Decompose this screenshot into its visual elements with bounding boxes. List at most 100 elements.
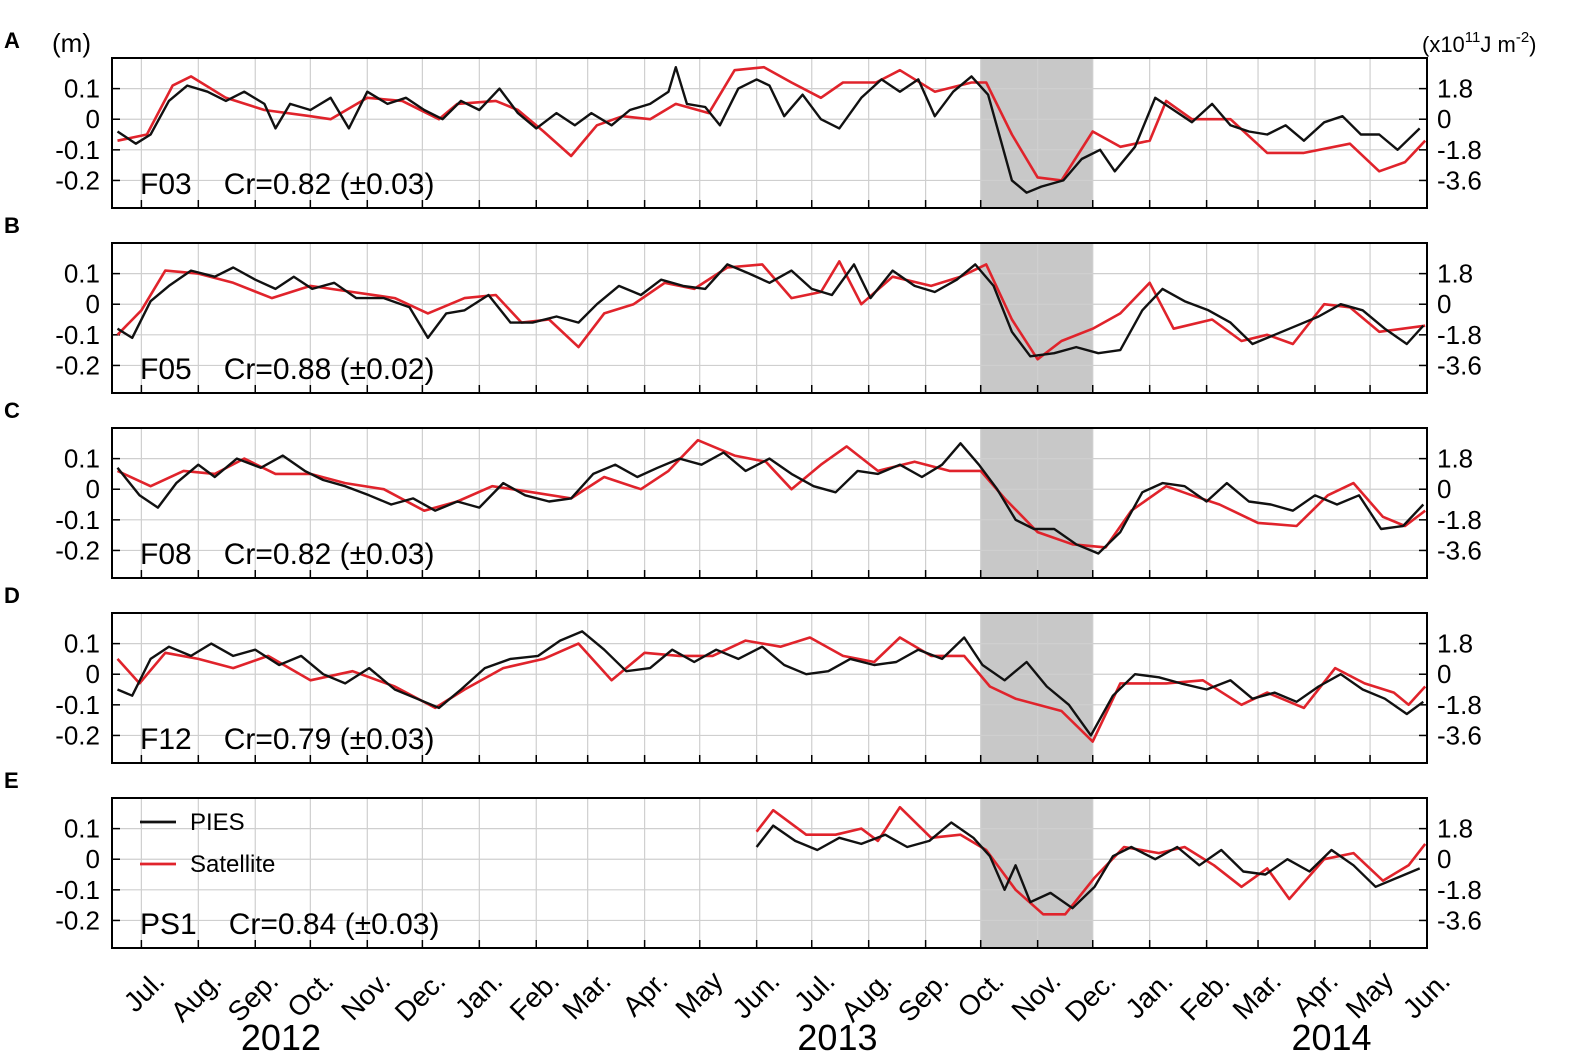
correlation-error: 0.03) (371, 908, 439, 941)
plot-frame (111, 242, 1428, 394)
station-label: F12 (140, 723, 192, 756)
right-axis-unit: (x1011J m-2) (1422, 29, 1537, 57)
month-label: Jun. (1397, 965, 1456, 1024)
plot-frame (111, 57, 1428, 209)
highlight-period (980, 798, 1093, 948)
plus-minus-symbol: ± (350, 538, 366, 571)
plot-area (112, 798, 1427, 948)
plus-minus-symbol: ± (355, 908, 371, 941)
unit-base: (x10 (1422, 32, 1465, 57)
month-label: Dec. (1059, 965, 1122, 1028)
correlation-error: 0.03) (366, 723, 434, 756)
y-tick-label-right: -1.8 (1437, 135, 1482, 165)
y-tick-label-right: 1.8 (1437, 74, 1473, 104)
month-label: Mar. (556, 965, 616, 1025)
correlation-error: 0.03) (366, 538, 434, 571)
month-label: Apr. (617, 965, 674, 1022)
legend: PIES Satellite (140, 809, 275, 878)
plot-area (112, 243, 1427, 393)
series-satellite-line (117, 65, 1427, 182)
unit-mid: J m (1480, 32, 1515, 57)
panel-letter: D (4, 583, 20, 608)
y-tick-label-right: 1.8 (1437, 444, 1473, 474)
month-label: Jun. (726, 965, 785, 1024)
y-tick-label: 0 (86, 659, 100, 689)
unit-tail: ) (1529, 32, 1536, 57)
correlation-label: Cr=0.84 ( (229, 908, 355, 941)
y-tick-label: -0.2 (55, 905, 100, 935)
series-satellite-line (116, 260, 1426, 361)
correlation-label: Cr=0.79 ( (224, 723, 350, 756)
y-tick-label-right: 0 (1437, 844, 1451, 874)
month-label: Jan. (449, 965, 508, 1024)
year-label: 2014 (1291, 1017, 1371, 1058)
y-tick-label-right: -3.6 (1437, 905, 1482, 935)
y-tick-label-right: -3.6 (1437, 165, 1482, 195)
series-pies-line (116, 65, 1421, 194)
y-tick-label: -0.1 (55, 690, 100, 720)
station-annotation: PS1 Cr=0.84 (±0.03) (140, 908, 439, 941)
y-tick-label: -0.1 (55, 875, 100, 905)
y-tick-label-right: -1.8 (1437, 875, 1482, 905)
station-label: PS1 (140, 908, 197, 941)
station-annotation: F05 Cr=0.88 (±0.02) (140, 353, 434, 386)
legend-label-pies: PIES (190, 809, 245, 836)
series-pies-line (116, 442, 1425, 555)
correlation-label: Cr=0.82 ( (224, 168, 350, 201)
y-tick-label: 0 (86, 474, 100, 504)
y-tick-label: 0 (86, 104, 100, 134)
y-tick-label-right: -1.8 (1437, 690, 1482, 720)
month-label: Feb. (504, 965, 566, 1027)
y-tick-label-right: -1.8 (1437, 320, 1482, 350)
panel-letter: A (4, 28, 20, 53)
y-tick-label: -0.2 (55, 350, 100, 380)
highlight-period (980, 613, 1093, 763)
y-tick-label: -0.2 (55, 165, 100, 195)
highlight-period (980, 243, 1093, 393)
station-annotation: F12 Cr=0.79 (±0.03) (140, 723, 434, 756)
y-tick-label: -0.1 (55, 320, 100, 350)
series-pies-line (755, 821, 1421, 910)
station-label: F05 (140, 353, 192, 386)
month-label: Jan. (1119, 965, 1178, 1024)
plot-area (112, 58, 1427, 208)
plot-frame (111, 427, 1428, 579)
y-tick-label: 0 (86, 289, 100, 319)
y-tick-label: 0.1 (64, 259, 100, 289)
series-pies-line (116, 263, 1425, 358)
month-label: Feb. (1174, 965, 1236, 1027)
month-label: Jul. (118, 965, 171, 1018)
panel-letter: E (4, 768, 19, 793)
month-label: Dec. (389, 965, 452, 1028)
month-label: Oct. (281, 965, 339, 1023)
month-label: Jul. (788, 965, 841, 1018)
y-tick-label: -0.2 (55, 535, 100, 565)
y-tick-label: -0.1 (55, 135, 100, 165)
station-label: F08 (140, 538, 192, 571)
month-label: May (669, 965, 728, 1024)
year-label: 2013 (797, 1017, 877, 1058)
y-tick-label-right: 1.8 (1437, 259, 1473, 289)
plot-area (112, 428, 1427, 578)
unit-exponent: 11 (1465, 29, 1481, 46)
plot-frame (111, 612, 1428, 764)
y-tick-label-right: 1.8 (1437, 629, 1473, 659)
series-satellite-line (755, 805, 1427, 916)
month-label: Apr. (1287, 965, 1344, 1022)
series-pies-line (117, 630, 1425, 737)
plus-minus-symbol: ± (350, 353, 366, 386)
correlation-error: 0.03) (366, 168, 434, 201)
station-annotation: F03 Cr=0.82 (±0.03) (140, 168, 434, 201)
plot-frame (111, 797, 1428, 949)
month-label: Nov. (1006, 965, 1067, 1026)
y-tick-label-right: 1.8 (1437, 814, 1473, 844)
unit-exponent-2: -2 (1516, 29, 1529, 46)
y-tick-label: 0.1 (64, 74, 100, 104)
station-label: F03 (140, 168, 192, 201)
series-satellite-line (116, 438, 1426, 549)
plus-minus-symbol: ± (350, 723, 366, 756)
